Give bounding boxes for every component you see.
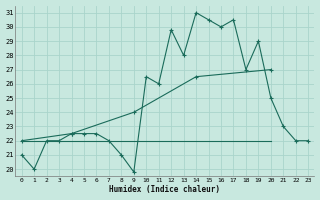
X-axis label: Humidex (Indice chaleur): Humidex (Indice chaleur) (109, 185, 220, 194)
